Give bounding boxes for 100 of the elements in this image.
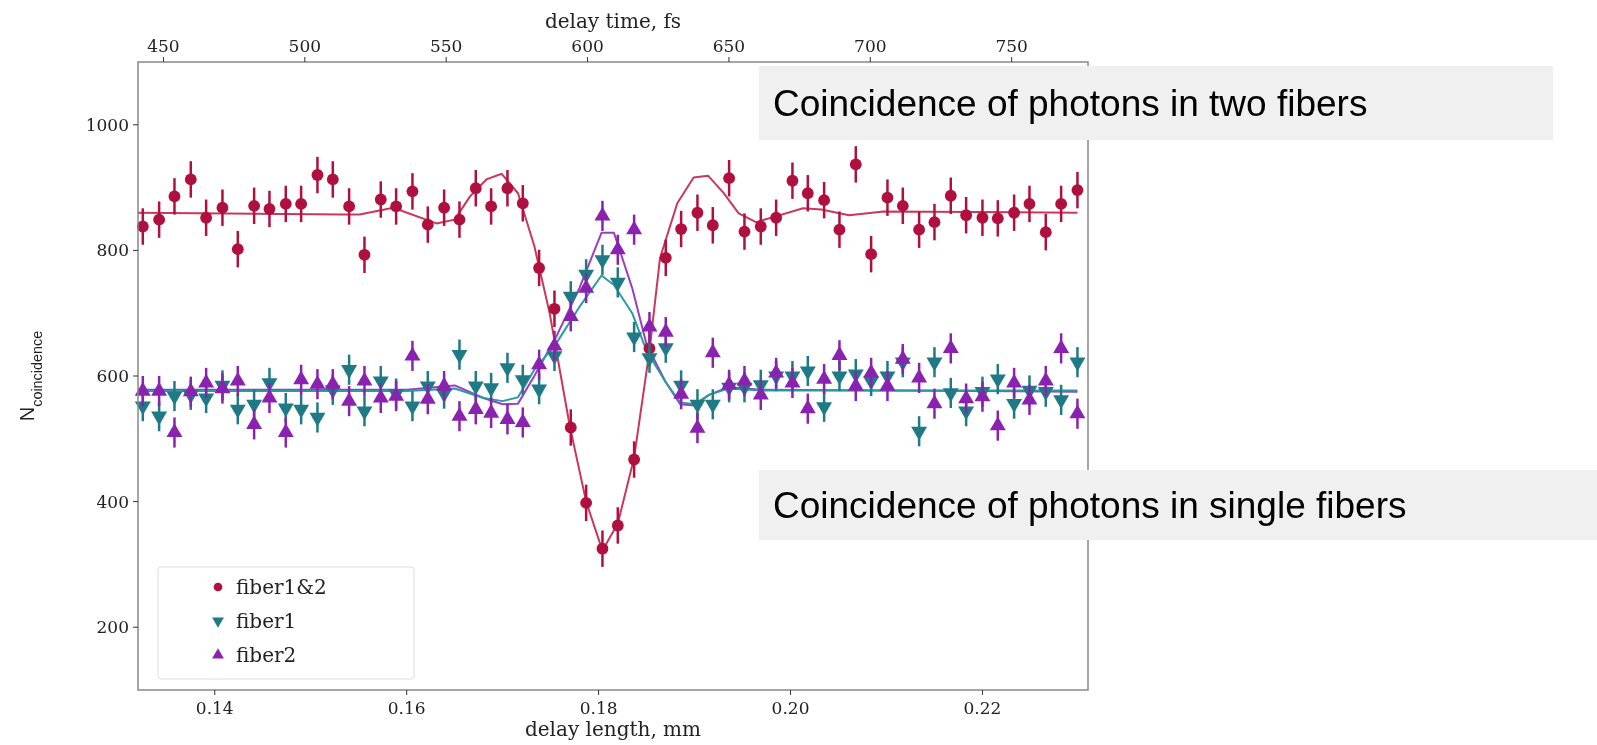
x-tick-label: 0.20 — [771, 698, 810, 718]
point — [816, 369, 833, 384]
annotation: Coincidence of photons in two fibers — [773, 83, 1368, 124]
point — [151, 381, 168, 396]
point — [451, 406, 468, 421]
point — [216, 201, 229, 214]
legend-label: fiber1 — [236, 609, 297, 633]
point — [626, 220, 643, 235]
point — [324, 374, 341, 389]
point — [261, 388, 278, 403]
point — [514, 413, 531, 428]
point — [198, 373, 215, 388]
x-tick-label: 0.16 — [387, 698, 426, 718]
point — [960, 209, 973, 222]
y-tick-label: 400 — [96, 491, 129, 512]
point — [356, 371, 373, 386]
point — [248, 199, 261, 212]
x2-tick-label: 700 — [854, 36, 887, 56]
point — [421, 218, 434, 231]
point — [548, 302, 561, 315]
point — [721, 375, 738, 390]
x2-tick-label: 600 — [571, 36, 604, 56]
point — [358, 248, 371, 261]
point — [991, 212, 1004, 225]
point — [911, 368, 928, 383]
y-tick-label: 200 — [96, 617, 129, 638]
point — [531, 355, 548, 370]
point — [1006, 373, 1023, 388]
point — [894, 349, 911, 364]
point — [913, 223, 926, 236]
point — [1023, 198, 1036, 210]
point — [1071, 184, 1084, 197]
annotation: Coincidence of photons in single fibers — [773, 485, 1407, 526]
x-tick-label: 0.22 — [963, 698, 1002, 718]
y-tick-label: 600 — [96, 366, 129, 386]
point — [609, 240, 626, 255]
point — [944, 189, 957, 202]
point — [989, 416, 1006, 431]
x-axis-title: delay length, mm — [524, 717, 702, 741]
point — [723, 172, 736, 185]
legend-label: fiber2 — [236, 643, 297, 667]
point — [926, 394, 943, 409]
legend-label: fiber1&2 — [236, 575, 327, 599]
point — [246, 415, 263, 429]
x2-axis-title: delay time, fs — [544, 9, 682, 33]
point — [879, 376, 896, 391]
point — [293, 370, 310, 385]
point — [546, 336, 563, 351]
point — [438, 201, 451, 214]
point — [184, 173, 197, 186]
point — [562, 307, 579, 321]
point — [1008, 206, 1021, 219]
point — [928, 216, 941, 229]
point — [1037, 371, 1054, 386]
point — [341, 391, 358, 406]
point — [309, 374, 326, 389]
point — [675, 223, 688, 235]
point — [942, 339, 959, 353]
point — [738, 225, 751, 238]
point — [801, 187, 814, 200]
point — [485, 200, 498, 213]
point — [263, 203, 276, 215]
point — [229, 371, 246, 386]
point — [1053, 339, 1070, 353]
point — [436, 376, 453, 391]
point — [641, 317, 658, 332]
point — [754, 220, 767, 233]
x2-tick-label: 750 — [995, 36, 1028, 56]
point — [231, 243, 244, 256]
point — [374, 193, 387, 206]
point — [831, 346, 848, 360]
point — [958, 389, 975, 404]
point — [770, 211, 783, 224]
y-tick-label: 1000 — [85, 114, 129, 135]
point — [736, 371, 753, 386]
point — [419, 390, 436, 404]
point — [134, 381, 151, 396]
point — [1069, 404, 1086, 419]
point — [1021, 390, 1038, 405]
point — [483, 403, 500, 418]
point — [706, 219, 719, 232]
point — [311, 169, 324, 181]
point — [343, 200, 356, 213]
point — [277, 423, 294, 438]
point — [182, 382, 199, 397]
point — [976, 211, 989, 224]
point — [689, 418, 706, 433]
y-tick-label: 800 — [96, 240, 129, 261]
point — [516, 197, 529, 210]
point — [390, 200, 403, 213]
x2-tick-label: 550 — [429, 36, 463, 56]
point — [501, 182, 514, 195]
point — [533, 262, 546, 274]
x-tick-label: 0.18 — [579, 698, 618, 718]
point — [499, 410, 516, 424]
point — [1039, 226, 1052, 239]
point — [372, 388, 389, 403]
point — [168, 190, 181, 203]
point — [849, 158, 862, 171]
point — [863, 363, 880, 378]
